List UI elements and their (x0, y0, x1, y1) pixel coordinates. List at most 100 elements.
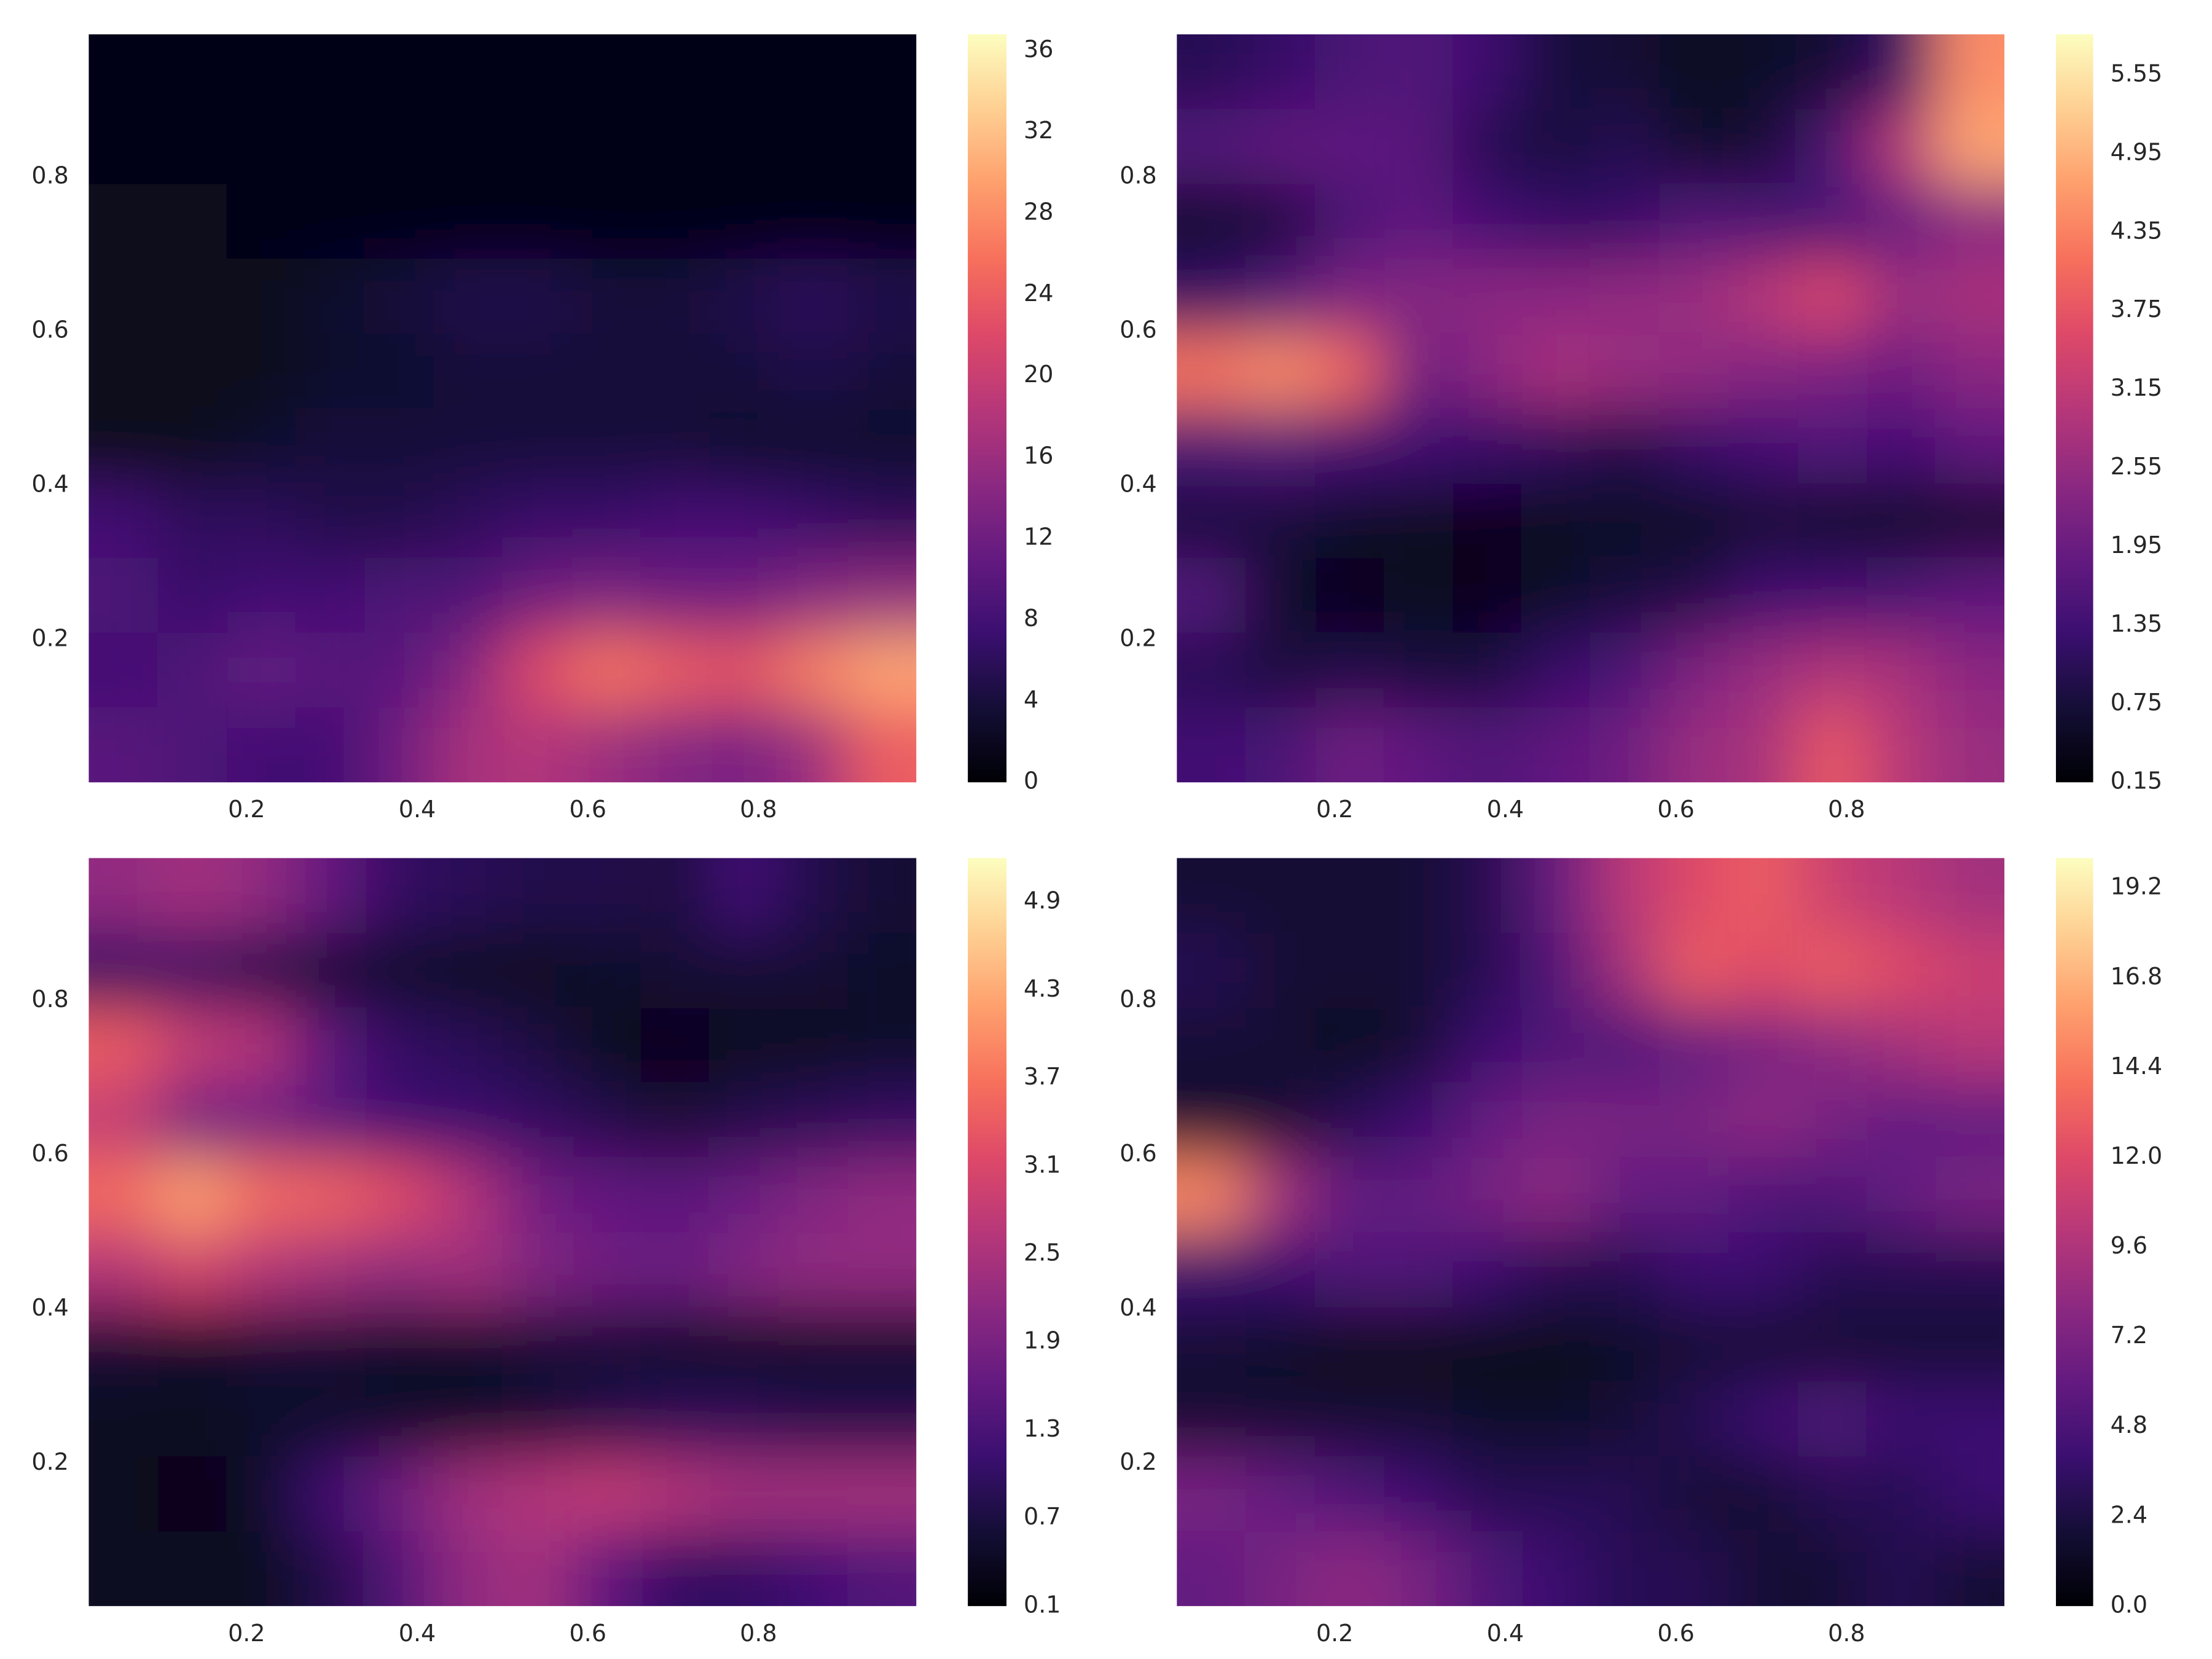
contour-cell (1521, 1008, 1591, 1083)
contour-cell (778, 408, 848, 484)
contour-cell (1521, 1157, 1591, 1233)
y-tick-label: 0.4 (1120, 471, 1156, 498)
contour-cell (433, 557, 503, 633)
contour-cell (1935, 1082, 2005, 1158)
colorbar-tick-label: 1.35 (2111, 610, 2163, 637)
contour-cell (1590, 1157, 1660, 1233)
contour-cell (1453, 1157, 1523, 1233)
y-tick-label: 0.8 (1120, 986, 1156, 1013)
contour-cell (778, 1008, 848, 1083)
x-tick-label: 0.4 (399, 796, 436, 823)
contour-cell (364, 1531, 434, 1606)
contour-cell (1453, 1232, 1523, 1308)
contour-cell (1177, 34, 1247, 110)
contour-cell (502, 933, 572, 1008)
contour-cell (1797, 259, 1867, 334)
contour-cell (847, 707, 917, 783)
contour-cell (1384, 408, 1453, 484)
x-tick-label: 0.4 (1487, 1620, 1524, 1647)
contour-cell (1728, 34, 1798, 110)
contour-cell (296, 184, 365, 259)
contour-cell (226, 1232, 296, 1308)
contour-cell (1453, 1381, 1523, 1457)
contour-cell (157, 1232, 227, 1308)
contour-cell (296, 858, 365, 933)
colorbar-tick-label: 3.75 (2111, 296, 2163, 323)
y-tick-label: 0.2 (31, 625, 68, 652)
contour-cell (1728, 1306, 1798, 1382)
contour-cell (296, 1381, 365, 1457)
contour-cell (640, 408, 710, 484)
contour-cell (778, 483, 848, 559)
contour-cell (1866, 632, 1936, 708)
contour-cell (157, 707, 227, 783)
contour-cell (1453, 34, 1523, 110)
colorbar-tick-label: 2.55 (2111, 453, 2163, 480)
contour-cell (157, 259, 227, 334)
contour-cell (1797, 184, 1867, 259)
contour-cell (1866, 259, 1936, 334)
contour-cell (1177, 707, 1247, 783)
contour-cell (157, 184, 227, 259)
contour-cell (640, 1456, 710, 1532)
contour-cell (1659, 1082, 1729, 1158)
contour-cell (640, 933, 710, 1008)
contour-cell (1314, 1008, 1384, 1083)
contour-cell (1659, 1008, 1729, 1083)
contour-cell (1177, 483, 1247, 559)
contour-cell (847, 1531, 917, 1606)
contour-cell (226, 632, 296, 708)
contour-cell (640, 1531, 710, 1606)
contour-cell (1866, 1306, 1936, 1382)
contour-cell (847, 557, 917, 633)
contour-cell (847, 1082, 917, 1158)
contour-cell (1728, 408, 1798, 484)
contour-cell (709, 707, 779, 783)
contour-cell (847, 333, 917, 409)
colorbar-tick-label: 1.9 (1024, 1327, 1061, 1354)
contour-cell (1384, 933, 1453, 1008)
contour-cell (1797, 109, 1867, 184)
x-tick-label: 0.6 (569, 796, 606, 823)
contour-cell (1521, 483, 1591, 559)
contour-cell (502, 1531, 572, 1606)
contour-cell (157, 858, 227, 933)
contour-cell (364, 408, 434, 484)
contour-cell (571, 1157, 641, 1233)
contour-cell (1590, 632, 1660, 708)
contour-cell (157, 1381, 227, 1457)
contour-cell (778, 858, 848, 933)
contour-cell (1453, 333, 1523, 409)
contour-cell (1797, 1381, 1867, 1457)
contour-cell (433, 34, 503, 110)
colorbar-tick-label: 3.1 (1024, 1151, 1061, 1178)
colorbar-tick-label: 0.15 (2111, 767, 2163, 794)
contour-cell (226, 184, 296, 259)
contour-cell (433, 483, 503, 559)
contour-cell (1453, 109, 1523, 184)
x-tick-label: 0.8 (740, 796, 777, 823)
contour-cell (296, 1531, 365, 1606)
contour-cell (1245, 707, 1316, 783)
colorbar-tick-label: 4 (1024, 686, 1038, 713)
contour-cell (1659, 184, 1729, 259)
contour-cell (709, 109, 779, 184)
contour-cell (1866, 408, 1936, 484)
contour-cell (296, 1008, 365, 1083)
contour-cell (1384, 707, 1453, 783)
x-tick-label: 0.2 (228, 1620, 265, 1647)
contour-cell (847, 184, 917, 259)
contour-cell (88, 483, 159, 559)
contour-cell (1314, 34, 1384, 110)
contour-cell (1521, 1082, 1591, 1158)
contour-cell (296, 1456, 365, 1532)
contour-cell (1659, 1232, 1729, 1308)
colorbar-tick-label: 19.2 (2111, 873, 2163, 900)
contour-cell (1797, 858, 1867, 933)
contour-cell (778, 1082, 848, 1158)
y-tick-label: 0.6 (31, 1140, 68, 1167)
contour-cell (88, 707, 159, 783)
contour-cell (571, 333, 641, 409)
contour-cell (778, 557, 848, 633)
